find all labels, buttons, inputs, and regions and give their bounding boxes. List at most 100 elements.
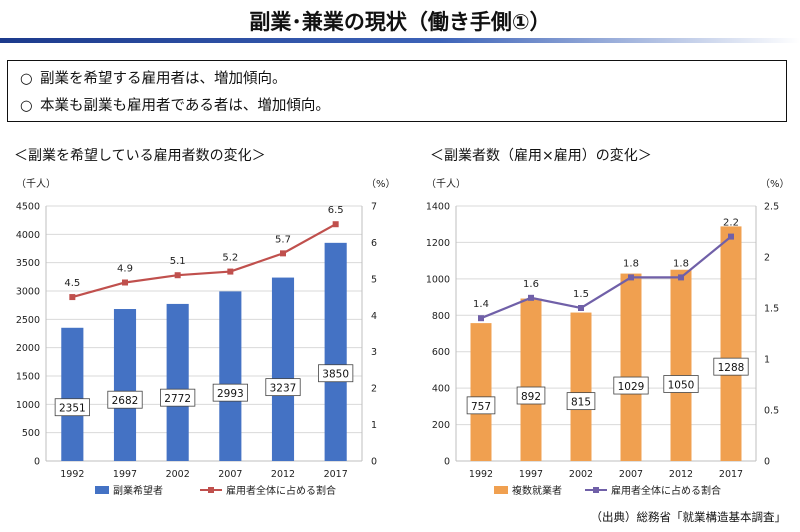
chart-1-bar bbox=[61, 327, 84, 461]
chart-2-line-value-label: 1.8 bbox=[623, 258, 639, 269]
chart-1-line-marker bbox=[174, 272, 181, 279]
chart-1-title: ＜副業を希望している雇用者数の変化＞ bbox=[14, 148, 266, 164]
chart-2-line-marker bbox=[628, 274, 634, 281]
chart-2-line-value-label: 1.4 bbox=[473, 299, 489, 310]
title-underline bbox=[0, 38, 800, 43]
chart-1-bar bbox=[324, 242, 347, 461]
chart-1-y-right-tick-label: 2 bbox=[371, 384, 377, 395]
chart-1-line-marker bbox=[227, 268, 234, 275]
chart-2-legend-line-marker bbox=[593, 487, 599, 493]
chart-1-bar-label-box bbox=[318, 364, 354, 383]
chart-2-x-tick-label: 1992 bbox=[469, 469, 493, 480]
chart-1-bar-value-label: 2772 bbox=[164, 393, 191, 405]
chart-1-y-right-tick-label: 5 bbox=[371, 274, 377, 285]
chart-1-y-right-tick-label: 4 bbox=[371, 311, 377, 322]
chart-1-x-tick-label: 2012 bbox=[271, 469, 295, 480]
chart-2-y-left-tick-label: 1400 bbox=[426, 202, 450, 213]
chart-2-bar-value-label: 1029 bbox=[618, 381, 645, 393]
chart-1-y-left-tick-label: 1500 bbox=[16, 372, 40, 383]
chart-1-y-right-tick-label: 7 bbox=[371, 202, 377, 213]
chart-1-bar-label-box bbox=[54, 398, 90, 417]
chart-2-bar-label-box bbox=[713, 357, 749, 376]
chart-2-bar-label-box bbox=[516, 386, 546, 405]
chart-1-y-left-tick-label: 4500 bbox=[16, 202, 40, 213]
chart-1-line-marker bbox=[280, 250, 286, 257]
chart-1-bar-label-box bbox=[107, 390, 143, 409]
chart-2-x-tick-label: 2002 bbox=[569, 469, 593, 480]
chart-1-y-right-tick-label: 6 bbox=[371, 238, 377, 249]
chart-2-legend-line-label: 雇用者全体に占める割合 bbox=[611, 484, 721, 497]
chart-1-y-left-tick-label: 2500 bbox=[16, 315, 40, 326]
summary-box: ○ 副業を希望する雇用者は、増加傾向。 ○ 本業も副業も雇用者である者は、増加傾向。 bbox=[7, 60, 787, 122]
chart-2-y-right-tick-label: 2 bbox=[764, 253, 770, 264]
chart-2-line-marker bbox=[478, 315, 484, 322]
chart-2-line-series bbox=[480, 235, 732, 320]
chart-1-x-tick-label: 2017 bbox=[324, 469, 348, 480]
chart-1-bar bbox=[271, 277, 295, 461]
chart-1-legend-bar-swatch bbox=[95, 486, 109, 494]
chart-1-y-left-tick-label: 2000 bbox=[16, 343, 40, 354]
chart-1-y-left-tick-label: 4000 bbox=[16, 230, 40, 241]
chart-2-line-value-label: 1.6 bbox=[523, 279, 539, 290]
chart-2-bar-value-label: 892 bbox=[521, 391, 541, 403]
chart-2-line-value-label: 1.5 bbox=[573, 289, 589, 300]
chart-1-y-left-tick-label: 0 bbox=[34, 457, 40, 468]
chart-2-y-left-tick-label: 400 bbox=[432, 384, 450, 395]
chart-2-y-right-tick-label: 1.5 bbox=[764, 304, 779, 315]
chart-1-x-tick-label: 1997 bbox=[113, 469, 137, 480]
chart-1-y-left-tick-label: 1000 bbox=[16, 400, 40, 411]
chart-1-x-tick-label: 1992 bbox=[60, 469, 84, 480]
chart-1-line-marker bbox=[332, 221, 339, 228]
chart-1-y-right-tick-label: 1 bbox=[371, 420, 377, 431]
chart-1-line-marker bbox=[122, 279, 128, 286]
chart-1-line-value-label: 5.2 bbox=[222, 253, 238, 264]
chart-2-legend-bar-label: 複数就業者 bbox=[512, 484, 562, 497]
chart-2-title: ＜副業者数（雇用×雇用）の変化＞ bbox=[430, 148, 652, 164]
chart-2-y-left-tick-label: 0 bbox=[444, 457, 450, 468]
bullet-marker: ○ bbox=[20, 71, 33, 87]
chart-2-y-left-tick-label: 600 bbox=[432, 347, 450, 358]
chart-2-bar-value-label: 815 bbox=[571, 397, 591, 409]
chart-2-right-axis-unit: （%） bbox=[760, 178, 790, 190]
chart-2-bar-value-label: 1050 bbox=[668, 380, 695, 392]
chart-2-bar bbox=[570, 312, 592, 461]
chart-2-legend-bar-swatch bbox=[494, 486, 508, 494]
chart-2-line-value-label: 1.8 bbox=[673, 258, 689, 269]
chart-1-y-left-tick-label: 3500 bbox=[16, 258, 40, 269]
bullet-marker: ○ bbox=[20, 98, 33, 114]
chart-2-y-right-tick-label: 0.5 bbox=[764, 406, 779, 417]
chart-2-line-marker bbox=[678, 274, 684, 281]
bullet-text: 本業も副業も雇用者である者は、増加傾向。 bbox=[40, 98, 330, 114]
chart-1-bar bbox=[166, 303, 189, 461]
chart-2-y-right-tick-label: 0 bbox=[764, 457, 770, 468]
chart-2-bar-label-box bbox=[566, 392, 596, 411]
chart-2-y-left-tick-label: 1000 bbox=[426, 274, 450, 285]
chart-2-bar bbox=[520, 298, 542, 461]
chart-2-line-marker bbox=[528, 294, 534, 301]
page-title: 副業･兼業の現状（働き手側①） bbox=[249, 10, 551, 34]
chart-1-legend-line-label: 雇用者全体に占める割合 bbox=[226, 484, 336, 497]
chart-1-bar-label-box bbox=[212, 383, 248, 402]
chart-1-line-value-label: 4.9 bbox=[117, 264, 133, 275]
chart-1-x-tick-label: 2007 bbox=[218, 469, 242, 480]
chart-1-line-series bbox=[72, 223, 337, 299]
chart-2-bar bbox=[720, 226, 742, 461]
chart-1-bar-label-box bbox=[265, 378, 301, 397]
chart-2-x-tick-label: 2007 bbox=[619, 469, 643, 480]
source-note: （出典）総務省「就業構造基本調査」 bbox=[590, 510, 787, 524]
chart-2-bar-label-box bbox=[663, 375, 699, 393]
chart-2-bar bbox=[620, 273, 642, 461]
chart-1-line-marker bbox=[69, 294, 76, 301]
chart-1-left-axis-unit: （千人） bbox=[16, 178, 56, 190]
chart-1-y-right-tick-label: 3 bbox=[371, 347, 377, 358]
bullet-text: 副業を希望する雇用者は、増加傾向。 bbox=[40, 71, 287, 87]
chart-2-line-value-label: 2.2 bbox=[723, 218, 739, 229]
chart-1-legend-bar-label: 副業希望者 bbox=[113, 484, 163, 497]
chart-2-bar-value-label: 1288 bbox=[718, 362, 745, 374]
chart-1-right-axis-unit: （%） bbox=[366, 178, 396, 190]
chart-2-x-tick-label: 1997 bbox=[519, 469, 543, 480]
chart-1-line-value-label: 5.7 bbox=[275, 234, 291, 245]
chart-2-line-marker bbox=[578, 305, 584, 311]
chart-1-bar-value-label: 2682 bbox=[112, 395, 139, 407]
